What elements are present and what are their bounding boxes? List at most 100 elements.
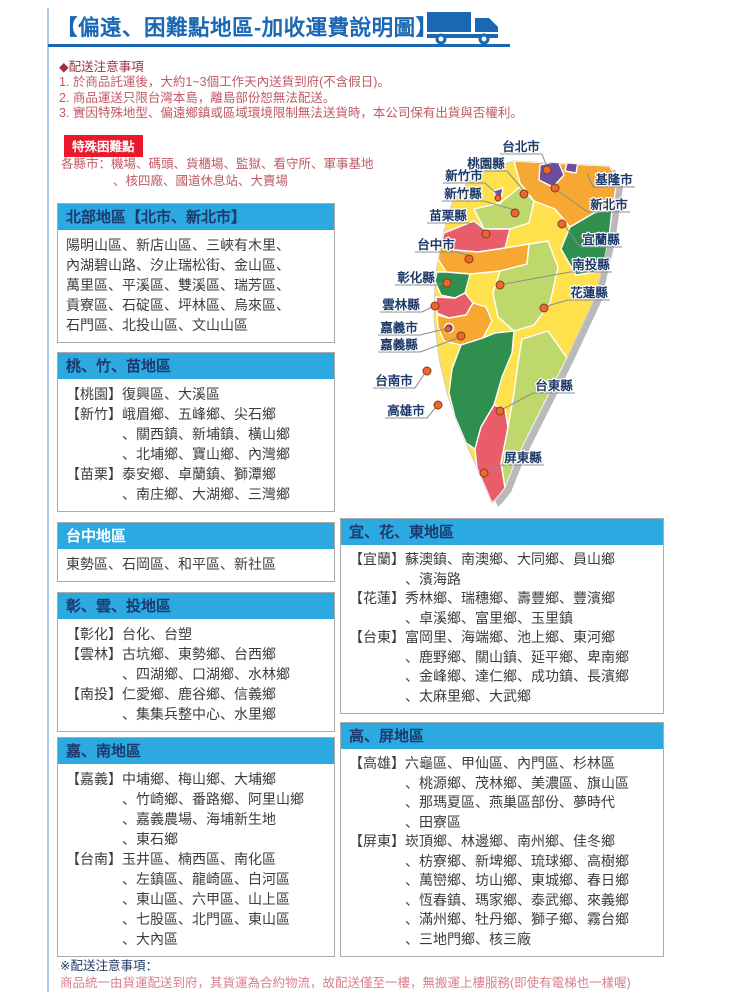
region-line: 東勢區、石岡區、和平區、新社區 <box>66 556 276 572</box>
map-label-hualien: 花蓮縣 <box>570 285 608 300</box>
region-line: 【苗栗】泰安鄉、卓蘭鎮、獅潭鄉 <box>66 466 276 482</box>
region-box-header: 宜、花、東地區 <box>341 519 663 545</box>
region-line: 【嘉義】中埔鄉、梅山鄉、大埔鄉 <box>66 771 276 787</box>
region-line: 、竹崎鄉、番路鄉、阿里山鄉 <box>122 791 304 807</box>
region-line: 【台東】富岡里、海端鄉、池上鄉、東河鄉 <box>349 629 615 645</box>
map-label-miaoli: 苗栗縣 <box>429 208 467 223</box>
region-line: 【宜蘭】蘇澳鎮、南澳鄉、大同鄉、員山鄉 <box>349 551 615 567</box>
map-label-taichung: 台中市 <box>417 237 455 252</box>
region-line: 、東山區、六甲區、山上區 <box>122 891 290 907</box>
map-label-chiayi-city: 嘉義市 <box>379 320 418 335</box>
region-line: 、大內區 <box>122 931 178 947</box>
region-line: 、恆春鎮、瑪家鄉、泰武鄉、來義鄉 <box>405 891 629 908</box>
region-line: 、桃源鄉、茂林鄉、美濃區、旗山區 <box>405 774 629 791</box>
region-line: 【花蓮】秀林鄉、瑞穗鄉、壽豐鄉、豐濱鄉 <box>349 590 615 606</box>
county-keelung <box>564 161 579 174</box>
map-label-taipei-city: 台北市 <box>502 139 540 154</box>
region-box-taoyuan-hsinchu-miaoli: 桃、竹、苗地區 【桃園】復興區、大溪區 【新竹】峨眉鄉、五峰鄉、尖石鄉 、關西鎮… <box>57 352 335 512</box>
region-box-taichung: 台中地區 東勢區、石岡區、和平區、新社區 <box>57 522 335 582</box>
region-box-header: 北部地區【北市、新北市】 <box>58 204 334 230</box>
region-line: 、枋寮鄉、新埤鄉、琉球鄉、高樹鄉 <box>405 852 629 869</box>
delivery-note-item: 1. 於商品託運後，大約1~3個工作天內送貨到府(不含假日)。 <box>59 75 390 90</box>
delivery-notes-heading: ◆配送注意事項 <box>59 60 144 74</box>
region-line: 、南庄鄉、大湖鄉、三灣鄉 <box>122 486 290 502</box>
map-labels: 台北市 桃園縣 新竹市 新竹縣 苗栗縣 台中市 彰化縣 雲林縣 嘉義市 嘉義縣 … <box>374 138 635 467</box>
footer-text: 商品統一由貨運配送到府，其貨運為合約物流，故配送僅至一樓，無搬運上樓服務(即使有… <box>60 976 631 990</box>
left-accent-line <box>47 8 49 992</box>
special-difficult-list: 各縣市：機場、碼頭、貨櫃場、監獄、看守所、軍事基地 、核四廠、國道休息站、大賣場 <box>61 156 374 189</box>
map-label-taoyuan: 桃園縣 <box>467 156 505 171</box>
region-box-changhua-yunlin-nantou: 彰、雲、投地區 【彰化】台化、台塑 【雲林】古坑鄉、東勢鄉、台西鄉 、四湖鄉、口… <box>57 592 335 732</box>
region-line: 、北埔鄉、寶山鄉、內灣鄉 <box>122 446 290 462</box>
map-label-yilan: 宜蘭縣 <box>582 232 620 247</box>
region-line: 【高雄】六龜區、甲仙區、內門區、杉林區 <box>349 755 615 771</box>
region-line: 【桃園】復興區、大溪區 <box>66 386 220 402</box>
region-line: 【屏東】崁頂鄉、林邊鄉、南州鄉、佳冬鄉 <box>349 833 615 849</box>
region-line: 【彰化】台化、台塑 <box>66 626 192 642</box>
county-chiayi <box>436 302 493 346</box>
map-label-hsinchu-county: 新竹縣 <box>444 186 482 201</box>
region-line: 【南投】仁愛鄉、鹿谷鄉、信義鄉 <box>66 686 276 702</box>
map-label-chiayi-county: 嘉義縣 <box>379 337 418 352</box>
map-label-yunlin: 雲林縣 <box>382 297 420 312</box>
map-label-new-taipei: 新北市 <box>590 197 628 212</box>
county-kaohsiung <box>448 330 515 450</box>
special-line: 各縣市：機場、碼頭、貨櫃場、監獄、看守所、軍事基地 <box>61 157 374 171</box>
map-label-hsinchu-city: 新竹市 <box>445 168 483 183</box>
region-line: 石門區、北投山區、文山山區 <box>66 317 248 333</box>
delivery-note-item: 2. 商品運送只限台灣本島，離島部份恕無法配送。 <box>59 90 336 105</box>
map-label-changhua: 彰化縣 <box>397 270 435 285</box>
region-line: 、鹿野鄉、關山鎮、延平鄉、卑南鄉 <box>405 648 629 665</box>
county-changhua <box>434 271 471 299</box>
taiwan-county-map: 台北市 桃園縣 新竹市 新竹縣 苗栗縣 台中市 彰化縣 雲林縣 嘉義市 嘉義縣 … <box>362 131 750 516</box>
region-line: 【台南】玉井區、楠西區、南化區 <box>66 851 276 867</box>
map-label-pingtung: 屏東縣 <box>503 450 542 465</box>
region-line: 、卓溪鄉、富里鄉、玉里鎮 <box>405 609 573 626</box>
region-line: 、太麻里鄉、大武鄉 <box>405 687 531 704</box>
title-underline <box>48 44 510 47</box>
region-box-yilan-hualien-taitung: 宜、花、東地區 【宜蘭】蘇澳鎮、南澳鄉、大同鄉、員山鄉 、濱海路 【花蓮】秀林鄉… <box>340 518 664 714</box>
footer-heading: ※配送注意事項： <box>60 959 158 973</box>
delivery-notes: ◆配送注意事項 1. 於商品託運後，大約1~3個工作天內送貨到府(不含假日)。 … <box>59 60 523 122</box>
map-label-tainan: 台南市 <box>375 373 413 388</box>
region-line: 【新竹】峨眉鄉、五峰鄉、尖石鄉 <box>66 406 276 422</box>
region-box-north: 北部地區【北市、新北市】 陽明山區、新店山區、三峽有木里、 內湖碧山路、汐止瑞松… <box>57 203 335 343</box>
region-line: 、濱海路 <box>405 570 461 587</box>
map-dots <box>422 165 567 478</box>
page-title: 【偏遠、困難點地區-加收運費說明圖】 <box>56 16 438 40</box>
region-line: 、滿州鄉、牡丹鄉、獅子鄉、霧台鄉 <box>405 911 629 927</box>
region-line: 【雲林】古坑鄉、東勢鄉、台西鄉 <box>66 646 276 662</box>
region-line: 、三地門鄉、核三廠 <box>405 930 531 947</box>
region-line: 、嘉義農場、海埔新生地 <box>122 811 276 827</box>
region-line: 貢寮區、石碇區、坪林區、烏來區、 <box>66 297 290 313</box>
region-line: 、左鎮區、龍崎區、白河區 <box>122 871 290 887</box>
region-line: 、萬巒鄉、坊山鄉、東城鄉、春日鄉 <box>405 872 629 888</box>
region-line: 、關西鎮、新埔鎮、橫山鄉 <box>122 426 290 442</box>
region-line: 、東石鄉 <box>122 831 178 847</box>
region-line: 萬里區、平溪區、雙溪區、瑞芳區、 <box>66 277 290 293</box>
region-box-header: 台中地區 <box>58 523 334 549</box>
region-line: 內湖碧山路、汐止瑞松街、金山區、 <box>66 257 290 273</box>
map-label-taitung: 台東縣 <box>535 378 573 393</box>
county-taitung <box>500 330 568 489</box>
region-box-header: 桃、竹、苗地區 <box>58 353 334 379</box>
region-box-header: 高、屏地區 <box>341 723 663 749</box>
special-difficult-badge: 特殊困難點 <box>64 135 143 157</box>
region-line: 陽明山區、新店山區、三峽有木里、 <box>66 237 290 253</box>
region-line: 、田寮區 <box>405 813 461 830</box>
region-box-chiayi-tainan: 嘉、南地區 【嘉義】中埔鄉、梅山鄉、大埔鄉 、竹崎鄉、番路鄉、阿里山鄉 、嘉義農… <box>57 737 335 957</box>
map-label-nantou: 南投縣 <box>572 257 610 272</box>
special-line: 、核四廠、國道休息站、大賣場 <box>113 173 289 188</box>
region-line: 、四湖鄉、口湖鄉、水林鄉 <box>122 666 290 682</box>
delivery-note-item: 3. 實因特殊地型、偏遠鄉鎮或區域環境限制無法送貨時，本公司保有出貨與否權利。 <box>59 106 523 121</box>
region-box-kaohsiung-pingtung: 高、屏地區 【高雄】六龜區、甲仙區、內門區、杉林區 、桃源鄉、茂林鄉、美濃區、旗… <box>340 722 664 957</box>
map-leader-lines <box>373 153 635 473</box>
region-line: 、七股區、北門區、東山區 <box>122 911 290 927</box>
map-label-keelung: 基隆市 <box>594 172 633 187</box>
region-line: 、那瑪夏區、燕巢區部份、夢時代 <box>405 794 615 810</box>
region-line: 、金峰鄉、達仁鄉、成功鎮、長濱鄉 <box>405 668 629 684</box>
region-box-header: 彰、雲、投地區 <box>58 593 334 619</box>
region-box-header: 嘉、南地區 <box>58 738 334 764</box>
map-label-kaohsiung: 高雄市 <box>387 403 425 418</box>
